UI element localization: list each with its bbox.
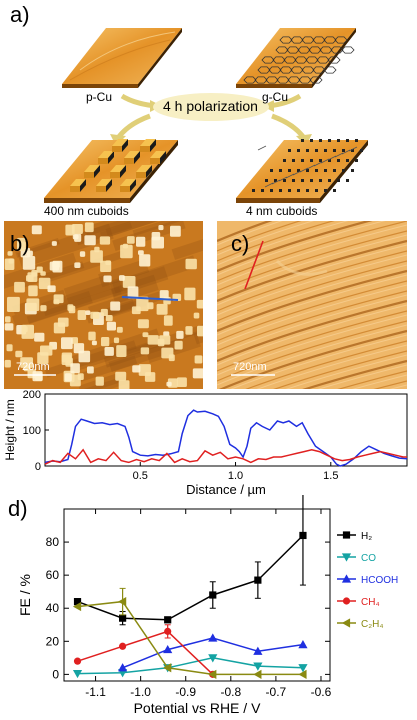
series-line bbox=[77, 600, 303, 676]
height-profile-chart: 0 100 200 0.5 1.0 1.5 Distance / µm Height / nm bbox=[3, 389, 408, 497]
legend-label: CO bbox=[361, 553, 376, 564]
legend-label: H₂ bbox=[361, 531, 372, 542]
label-4nm: 4 nm cuboids bbox=[246, 204, 318, 218]
g-cu-slab bbox=[236, 28, 356, 88]
data-point bbox=[118, 663, 128, 672]
legend-item: CO bbox=[337, 553, 376, 564]
scale-label-b: 720nm bbox=[16, 361, 50, 373]
panel-b-letter: b) bbox=[10, 231, 30, 256]
arrow-right-out bbox=[271, 113, 307, 140]
plot-frame bbox=[63, 508, 331, 682]
panel-c-letter: c) bbox=[231, 231, 250, 256]
panel-b: b) 720nm bbox=[4, 221, 203, 389]
y-tick-label: 60 bbox=[46, 568, 60, 582]
data-point bbox=[209, 591, 217, 599]
panel-d-letter: d) bbox=[8, 496, 28, 521]
data-point bbox=[164, 627, 172, 635]
y-axis-label: FE / % bbox=[17, 574, 33, 616]
afm-image-b bbox=[4, 221, 203, 389]
p-cu-slab bbox=[62, 28, 182, 88]
legend-marker bbox=[341, 574, 352, 583]
data-point bbox=[298, 640, 308, 649]
fe-chart: 0 20 40 60 80 -1.1 -1.0 -0.9 -0.8 -0.7 -0.6 H₂ CO HCO… bbox=[17, 495, 398, 716]
cuboid-slab-400 bbox=[44, 139, 178, 203]
x-tick-label: 1.0 bbox=[228, 470, 243, 482]
profile-series-0 bbox=[44, 409, 408, 467]
data-point bbox=[119, 614, 127, 622]
x-tick-label: -0.8 bbox=[220, 685, 241, 699]
data-point bbox=[72, 669, 83, 679]
y-tick-label: 0 bbox=[35, 461, 41, 473]
panel-c: c) 720nm bbox=[217, 221, 407, 389]
profile-series-1 bbox=[44, 448, 407, 465]
label-process: 4 h polarization bbox=[163, 98, 258, 114]
label-p-cu: p-Cu bbox=[86, 90, 113, 104]
data-point bbox=[119, 642, 127, 650]
x-tick-label: -0.6 bbox=[311, 685, 332, 699]
profile-line-b bbox=[121, 296, 179, 301]
legend-label: HCOOH bbox=[361, 575, 398, 586]
cuboid-slab-4 bbox=[236, 139, 368, 203]
panel-a-letter: a) bbox=[10, 2, 30, 27]
label-g-cu: g-Cu bbox=[262, 90, 289, 104]
x-tick-label: -0.9 bbox=[175, 685, 196, 699]
legend-item: CH₄ bbox=[337, 597, 380, 608]
data-point bbox=[163, 663, 172, 673]
data-point bbox=[118, 597, 127, 607]
data-point bbox=[253, 646, 263, 655]
series-0 bbox=[73, 495, 307, 626]
y-axis-label: Height / nm bbox=[3, 399, 17, 460]
x-tick-label: -1.1 bbox=[85, 685, 106, 699]
legend-item: H₂ bbox=[337, 531, 372, 542]
x-tick-label: 1.5 bbox=[323, 470, 338, 482]
y-tick-label: 0 bbox=[52, 667, 59, 681]
y-tick-label: 40 bbox=[46, 601, 60, 615]
process-ellipse bbox=[153, 93, 269, 121]
data-point bbox=[253, 669, 262, 679]
data-point bbox=[208, 669, 217, 679]
legend-item: C₂H₄ bbox=[337, 618, 383, 630]
series-4 bbox=[72, 587, 307, 679]
y-tick-label: 80 bbox=[46, 535, 60, 549]
panel-a-schematic bbox=[44, 28, 368, 203]
series-line bbox=[77, 630, 214, 675]
series-2 bbox=[118, 633, 308, 672]
data-point bbox=[298, 664, 308, 673]
legend-label: CH₄ bbox=[361, 597, 380, 608]
y-tick-label: 20 bbox=[46, 634, 60, 648]
legend-label: C₂H₄ bbox=[361, 619, 383, 630]
x-tick-label: 0.5 bbox=[133, 470, 148, 482]
scale-label-c: 720nm bbox=[233, 361, 267, 373]
data-point bbox=[254, 576, 262, 584]
x-axis-label: Distance / µm bbox=[186, 482, 266, 497]
data-point bbox=[298, 669, 307, 679]
afm-image-c bbox=[217, 221, 407, 389]
legend-marker bbox=[341, 553, 352, 562]
y-tick-label: 200 bbox=[23, 389, 41, 401]
x-axis-label: Potential vs RHE / V bbox=[134, 700, 261, 716]
data-point bbox=[163, 644, 173, 654]
data-point bbox=[72, 601, 82, 612]
legend-item: HCOOH bbox=[337, 574, 398, 586]
legend-marker bbox=[341, 618, 351, 628]
data-point bbox=[73, 657, 82, 665]
data-point bbox=[299, 531, 307, 540]
x-tick-label: -1.0 bbox=[130, 685, 151, 699]
label-400nm: 400 nm cuboids bbox=[44, 204, 129, 218]
series-line bbox=[77, 534, 304, 621]
profile-line-c bbox=[244, 240, 264, 290]
data-point bbox=[164, 616, 172, 624]
data-point bbox=[208, 654, 218, 663]
arrow-left-out bbox=[115, 113, 151, 140]
x-tick-label: -0.7 bbox=[266, 685, 287, 699]
y-tick-label: 100 bbox=[23, 425, 41, 437]
data-point bbox=[253, 662, 263, 671]
legend-marker bbox=[342, 597, 351, 605]
data-point bbox=[73, 598, 82, 606]
data-point bbox=[208, 633, 218, 642]
panel-a: a) bbox=[0, 0, 417, 218]
legend-marker bbox=[342, 531, 351, 539]
series-line bbox=[77, 657, 303, 675]
